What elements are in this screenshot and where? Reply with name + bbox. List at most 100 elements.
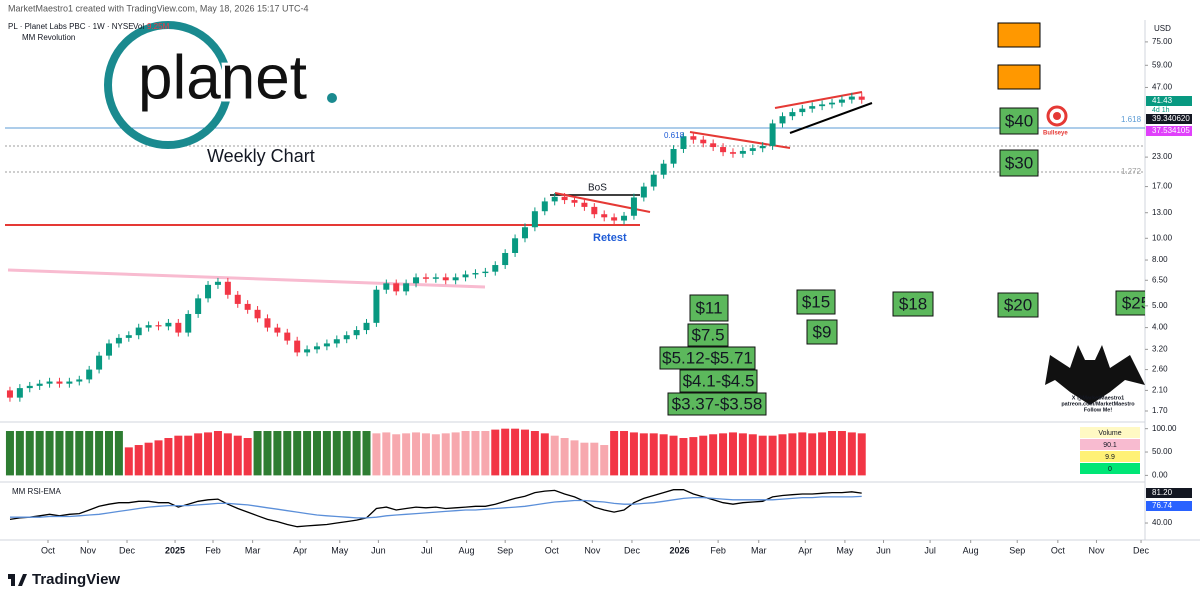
price-label-box	[1146, 501, 1192, 511]
indicator-bar	[461, 431, 470, 476]
candle-body	[809, 106, 816, 109]
table-cell	[1080, 463, 1140, 474]
indicator-bar	[818, 432, 827, 476]
indicator-bar	[560, 438, 569, 476]
indicator-bar	[382, 432, 391, 476]
indicator-bar	[580, 442, 589, 476]
indicator-bar	[758, 435, 767, 476]
indicator-bar	[639, 433, 648, 476]
indicator-bar	[828, 431, 837, 476]
attribution: MarketMaestro1 created with TradingView.…	[8, 3, 308, 13]
candle-body	[264, 318, 271, 328]
x-tick-label: Aug	[963, 545, 979, 555]
table-cell	[1080, 427, 1140, 438]
y-tick-label: 47.00	[1152, 83, 1173, 92]
target-label: $9	[813, 322, 832, 341]
target-label: $25	[1122, 293, 1150, 312]
indicator-bar	[144, 442, 153, 476]
indicator-bar	[788, 433, 797, 476]
candle-body	[512, 238, 519, 253]
candle-body	[452, 277, 459, 281]
indicator-bar	[104, 431, 113, 476]
footer-icon	[18, 574, 27, 586]
indicator-bar	[590, 442, 599, 476]
volume-value: 9.25M	[147, 22, 170, 31]
indicator-bar	[263, 431, 272, 476]
indicator-bar	[303, 431, 312, 476]
candle-body	[759, 145, 766, 149]
candle-body	[274, 327, 281, 333]
price-label: 81.20	[1152, 488, 1173, 497]
candle-body	[838, 99, 845, 103]
bat-logo	[1045, 345, 1145, 405]
target-box	[687, 323, 729, 347]
indicator-bar	[570, 440, 579, 476]
indicator-bar	[124, 447, 133, 476]
indicator-bar	[55, 431, 64, 476]
y-tick-label: 23.00	[1152, 152, 1173, 161]
chart-title: Weekly Chart	[207, 146, 315, 166]
indicator-bar	[629, 432, 638, 476]
target-label: $7.5	[691, 325, 724, 344]
candle-body	[56, 381, 63, 384]
target-label: $15	[802, 292, 830, 311]
candle-body	[422, 277, 429, 279]
x-tick-label: Dec	[119, 545, 136, 555]
candle-body	[710, 143, 717, 148]
orange-box	[997, 22, 1041, 48]
price-label-box	[1146, 114, 1192, 124]
rsi-line	[9, 489, 862, 528]
indicator-bar	[164, 438, 173, 476]
candle-body	[125, 335, 132, 338]
candle-body	[224, 281, 231, 295]
target-label: $30	[1005, 153, 1033, 172]
indicator-bar	[610, 431, 619, 476]
indicator-bar	[283, 431, 292, 476]
x-tick-label: 2025	[165, 545, 185, 555]
indicator-bar	[837, 431, 846, 476]
candle-body	[294, 340, 301, 353]
candle-body	[105, 343, 112, 356]
price-label: 76.74	[1152, 501, 1173, 510]
indicator-bar	[114, 431, 123, 476]
x-tick-label: Feb	[205, 545, 221, 555]
indicator-bar	[798, 432, 807, 476]
indicator-bar	[600, 445, 609, 476]
candle-body	[432, 277, 439, 279]
rsi-line	[10, 495, 862, 519]
indicator-bar	[95, 431, 104, 476]
price-label-box	[1146, 488, 1192, 498]
indicator-bar	[679, 438, 688, 476]
candle-body	[46, 381, 53, 384]
candle-body	[442, 277, 449, 281]
y-tick-label: 17.00	[1152, 182, 1173, 191]
x-tick-label: Jun	[876, 545, 891, 555]
x-tick-label: Dec	[624, 545, 641, 555]
indicator-bar	[352, 431, 361, 476]
countdown: 4d 1h	[1152, 107, 1170, 114]
indicator-bar	[174, 435, 183, 476]
indicator-bar	[520, 429, 529, 476]
candle-body	[531, 211, 538, 228]
x-tick-label: Sep	[1009, 545, 1025, 555]
indicator-bar	[342, 431, 351, 476]
indicator-bar	[402, 433, 411, 476]
indicator-bar	[481, 431, 490, 476]
indicator-bar	[550, 435, 559, 476]
y-tick-label: 50.00	[1152, 447, 1173, 456]
candle-body	[383, 283, 390, 290]
x-tick-label: Sep	[497, 545, 513, 555]
candle-body	[660, 163, 667, 175]
x-tick-label: Apr	[798, 545, 812, 555]
y-tick-label: 13.00	[1152, 208, 1173, 217]
y-tick-label: 100.00	[1152, 424, 1177, 433]
candle-body	[155, 325, 162, 327]
y-tick-label: 1.70	[1152, 406, 1168, 415]
candle-body	[601, 214, 608, 218]
candle-body	[175, 322, 182, 333]
y-tick-label: 75.00	[1152, 37, 1173, 46]
candle-body	[284, 332, 291, 341]
indicator-bar	[184, 435, 193, 476]
indicator-bar	[778, 434, 787, 476]
